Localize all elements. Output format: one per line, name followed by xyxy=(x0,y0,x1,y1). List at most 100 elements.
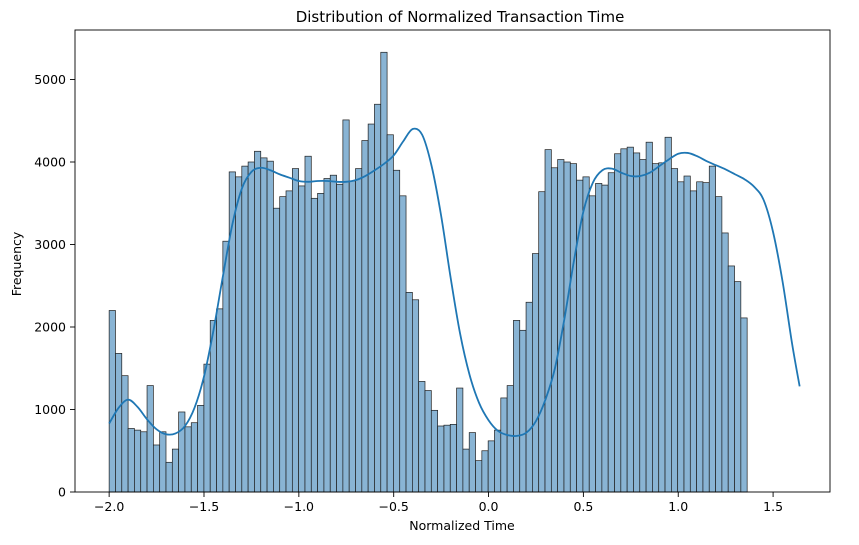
histogram-bars xyxy=(108,51,748,493)
histogram-bar xyxy=(178,411,186,493)
histogram-bar xyxy=(279,196,287,493)
histogram-bar xyxy=(412,299,420,493)
histogram-bar xyxy=(430,409,438,493)
histogram-bar xyxy=(633,152,641,493)
chart-title: Distribution of Normalized Transaction T… xyxy=(296,8,625,26)
histogram-bar xyxy=(273,207,281,493)
histogram-bar xyxy=(228,171,236,493)
histogram-bar xyxy=(487,440,495,493)
histogram-bar xyxy=(317,193,325,493)
histogram-bar xyxy=(190,422,198,493)
histogram-bar xyxy=(677,181,685,493)
histogram-bar xyxy=(614,153,622,493)
histogram-bar xyxy=(569,163,577,493)
kde-curve xyxy=(108,127,801,437)
histogram-bar xyxy=(247,161,255,493)
histogram-bar xyxy=(532,253,540,493)
histogram-bar xyxy=(708,165,716,493)
histogram-bar xyxy=(563,161,571,493)
histogram-bar xyxy=(582,176,590,493)
histogram-bar xyxy=(355,168,363,493)
x-tick-label: 1.5 xyxy=(763,499,783,514)
histogram-bar xyxy=(165,461,173,493)
histogram-bar xyxy=(664,136,672,493)
x-tick-label: 0.5 xyxy=(573,499,593,514)
y-tick-label: 2000 xyxy=(34,320,66,335)
histogram-bar xyxy=(481,450,489,493)
histogram-bar xyxy=(222,240,230,493)
histogram-bar xyxy=(424,390,432,493)
histogram-bar xyxy=(468,432,476,493)
x-axis: −2.0 −1.5 −1.0 −0.5 0.0 0.5 1.0 1.5 xyxy=(94,492,783,514)
histogram-bar xyxy=(336,183,344,493)
histogram-bar xyxy=(329,174,337,493)
x-axis-title: Normalized Time xyxy=(409,518,515,533)
x-tick-label: −1.5 xyxy=(189,499,219,514)
histogram-bar xyxy=(601,184,609,493)
histogram-bar xyxy=(506,385,514,493)
y-axis: 0 1000 2000 3000 4000 5000 xyxy=(34,72,75,500)
histogram-bar xyxy=(734,281,742,493)
y-tick-label: 4000 xyxy=(34,155,66,170)
histogram-bar xyxy=(721,232,729,493)
x-tick-label: −2.0 xyxy=(94,499,124,514)
histogram-bar xyxy=(405,292,413,493)
histogram-bar xyxy=(108,310,116,493)
histogram-bar xyxy=(310,197,318,493)
x-tick-label: −0.5 xyxy=(379,499,409,514)
histogram-bar xyxy=(140,431,148,493)
histogram-bar xyxy=(588,195,596,493)
x-tick-label: 0.0 xyxy=(479,499,499,514)
histogram-bar xyxy=(595,183,603,493)
x-tick-label: −1.0 xyxy=(284,499,314,514)
histogram-bar xyxy=(626,146,634,493)
histogram-bar xyxy=(367,123,375,493)
histogram-bar xyxy=(342,119,350,493)
histogram-bar xyxy=(291,168,300,493)
histogram-bar xyxy=(254,150,262,493)
plot-frame xyxy=(74,29,831,493)
y-axis-title: Frequency xyxy=(9,231,24,296)
histogram-bar xyxy=(260,157,268,493)
histogram-bar xyxy=(456,387,464,493)
y-tick-label: 5000 xyxy=(34,72,66,87)
histogram-bar xyxy=(203,363,211,493)
histogram-bar xyxy=(304,155,312,493)
histogram-bar xyxy=(418,381,426,493)
histogram-bar xyxy=(658,162,666,493)
histogram-bar xyxy=(115,353,123,493)
histogram-bar xyxy=(399,195,407,493)
histogram-bar xyxy=(727,265,735,493)
histogram-bar xyxy=(494,429,502,493)
histogram-bar xyxy=(127,428,135,493)
histogram-bar xyxy=(671,168,679,493)
x-tick-label: 1.0 xyxy=(668,499,688,514)
histogram-bar xyxy=(380,51,388,493)
histogram-bar xyxy=(639,159,647,493)
histogram-bar xyxy=(146,385,154,493)
histogram-bar xyxy=(216,308,224,493)
histogram-bar xyxy=(702,182,710,493)
histogram-bar xyxy=(285,190,293,493)
histogram-bar xyxy=(153,444,161,493)
histogram-bar xyxy=(519,329,527,493)
histogram-bar xyxy=(544,149,552,493)
histogram-bar xyxy=(715,196,723,493)
histogram-bar xyxy=(607,172,615,493)
histogram-bar xyxy=(696,181,704,493)
histogram-bar xyxy=(171,448,179,493)
histogram-bar xyxy=(683,175,691,493)
histogram-bar xyxy=(645,141,653,493)
histogram-bar xyxy=(513,320,521,493)
histogram-bar xyxy=(134,429,142,493)
histogram-bar xyxy=(443,424,451,493)
y-tick-label: 3000 xyxy=(34,237,66,252)
histogram-bar xyxy=(121,375,129,493)
histogram-bar xyxy=(184,426,192,493)
histogram-bar xyxy=(475,460,483,493)
histogram-bar xyxy=(437,425,445,493)
histogram-bar xyxy=(298,185,306,493)
histogram-bar xyxy=(374,103,382,493)
histogram-bar xyxy=(500,397,508,493)
